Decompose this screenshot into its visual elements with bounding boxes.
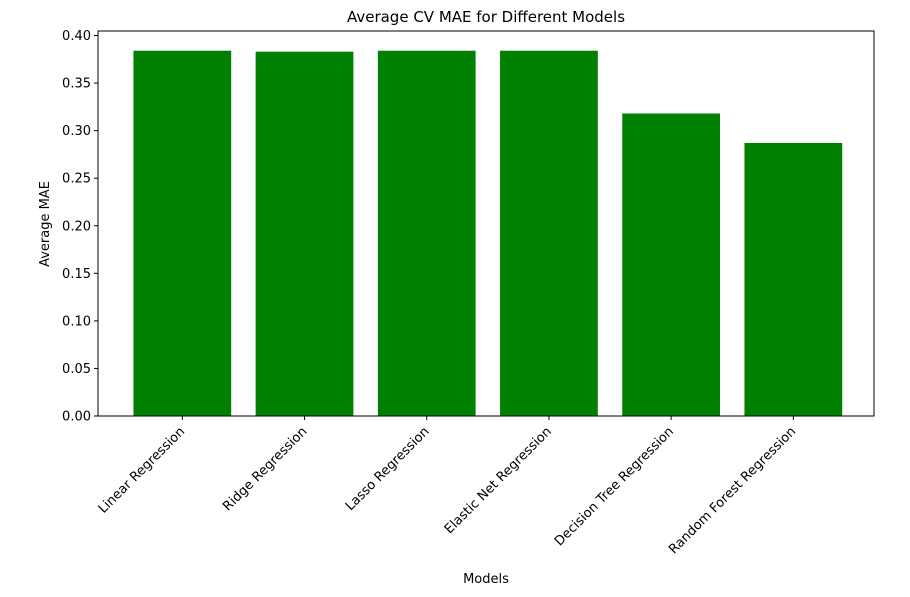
y-tick-label: 0.10 <box>62 314 91 329</box>
y-axis-label: Average MAE <box>38 181 53 267</box>
bar <box>622 113 721 416</box>
bar <box>133 50 232 416</box>
bars-layer <box>133 50 843 417</box>
y-tick-label: 0.40 <box>62 29 91 44</box>
bar <box>744 142 843 417</box>
bar <box>255 51 354 417</box>
bar <box>377 50 476 416</box>
y-tick-label: 0.20 <box>62 219 91 234</box>
y-tick-label: 0.05 <box>62 362 91 377</box>
y-tick-label: 0.35 <box>62 77 91 92</box>
y-tick-label: 0.00 <box>62 410 91 425</box>
x-axis-label: Models <box>463 572 509 587</box>
plot-area-frame <box>97 30 875 417</box>
bar <box>500 50 598 416</box>
y-axis-ticks: 0.00 0.05 0.10 0.15 0.20 0.25 0.30 0.35 0.40 <box>62 29 98 425</box>
y-tick-label: 0.25 <box>62 172 91 187</box>
y-tick-label: 0.15 <box>62 267 91 282</box>
chart-title: Average CV MAE for Different Models <box>347 8 625 26</box>
y-tick-label: 0.30 <box>62 124 91 139</box>
